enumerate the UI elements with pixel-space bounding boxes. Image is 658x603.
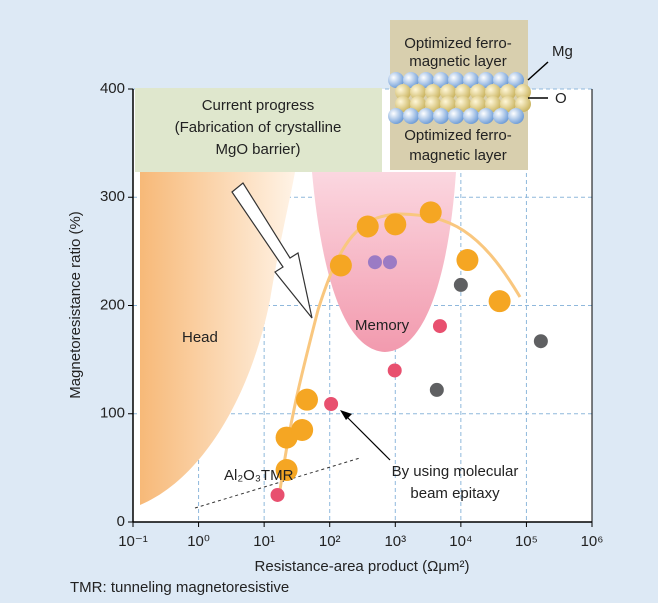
footnote: TMR: tunneling magnetoresistive (70, 579, 289, 596)
point (420, 201, 442, 223)
y-tick-label: 400 (100, 80, 125, 97)
point (430, 383, 444, 397)
x-tick-label: 10¹ (253, 533, 275, 550)
x-tick-label: 10² (319, 533, 341, 550)
sphere (433, 108, 449, 124)
annotation: Current progress (202, 97, 315, 114)
annotation: magnetic layer (409, 53, 507, 70)
point (384, 213, 406, 235)
point (388, 363, 402, 377)
annotation: (Fabrication of crystalline (175, 119, 342, 136)
annotation: magnetic layer (409, 147, 507, 164)
point (296, 389, 318, 411)
y-tick-label: 100 (100, 405, 125, 422)
annotation: O (555, 90, 567, 107)
point (291, 419, 313, 441)
point (368, 255, 382, 269)
sphere (463, 108, 479, 124)
chart: Current progress (Fabrication of crystal… (0, 0, 658, 603)
sphere (478, 108, 494, 124)
point (489, 290, 511, 312)
x-tick-label: 10³ (384, 533, 406, 550)
annotation: Mg (552, 43, 573, 60)
point (534, 334, 548, 348)
point (357, 215, 379, 237)
point (456, 249, 478, 271)
point (271, 488, 285, 502)
point (433, 319, 447, 333)
y-axis-label: Magnetoresistance ratio (%) (67, 211, 84, 399)
sphere (418, 108, 434, 124)
point (330, 254, 352, 276)
sphere (448, 108, 464, 124)
annotation: Optimized ferro- (404, 127, 512, 144)
annotation: beam epitaxy (410, 485, 500, 502)
point (454, 278, 468, 292)
x-tick-label: 10⁴ (449, 533, 472, 550)
sphere (388, 108, 404, 124)
y-tick-label: 200 (100, 296, 125, 313)
annotation: By using molecular (392, 463, 519, 480)
x-tick-label: 10⁰ (187, 533, 210, 550)
sphere (403, 108, 419, 124)
annotation: Memory (355, 317, 410, 334)
x-axis-label: Resistance-area product (Ωμm²) (255, 558, 470, 575)
annotation: MgO barrier) (215, 141, 300, 158)
sphere (508, 108, 524, 124)
annotation: Head (182, 329, 218, 346)
x-tick-label: 10⁻¹ (118, 533, 148, 550)
annotation: Al₂O₃TMR (224, 467, 294, 484)
x-tick-label: 10⁶ (581, 533, 604, 550)
y-tick-label: 300 (100, 188, 125, 205)
point (383, 255, 397, 269)
x-tick-label: 10⁵ (515, 533, 538, 550)
point (324, 397, 338, 411)
annotation: Optimized ferro- (404, 35, 512, 52)
sphere (493, 108, 509, 124)
y-tick-label: 0 (117, 513, 125, 530)
